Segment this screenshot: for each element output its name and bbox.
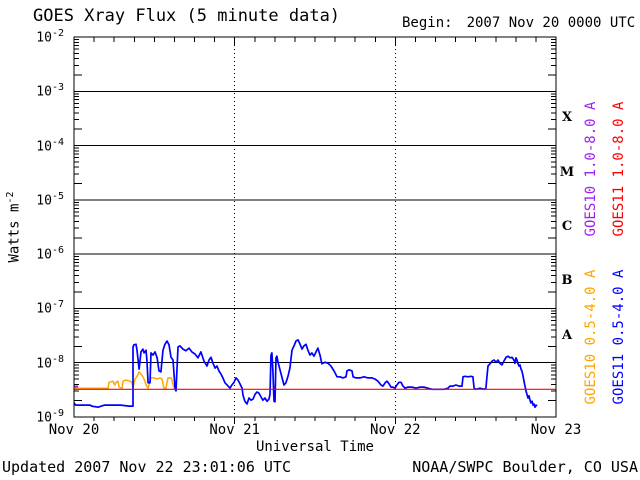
y-axis-tick-label: 10-6: [22, 245, 64, 262]
y-axis-tick-label: 10-5: [22, 191, 64, 208]
legend-label: GOES10 1.0-8.0 A: [583, 101, 599, 237]
y-tick-exponent: -7: [51, 299, 64, 311]
y-tick-base: 10: [36, 30, 52, 46]
flare-class-label: A: [561, 327, 573, 343]
y-tick-exponent: -3: [51, 82, 64, 94]
series-goes11-0-5-4-0-a: [74, 339, 538, 409]
y-tick-exponent: -8: [51, 353, 64, 365]
y-axis-tick-label: 10-9: [22, 408, 64, 425]
y-axis-tick-label: 10-4: [22, 137, 64, 154]
y-axis-tick-label: 10-7: [22, 299, 64, 316]
flare-class-label: B: [561, 273, 573, 289]
legend-label: GOES10 0.5-4.0 A: [583, 269, 599, 405]
begin-timestamp: Begin: 2007 Nov 20 0000 UTC: [402, 15, 635, 31]
y-tick-base: 10: [36, 193, 52, 209]
series-goes10-0-5-4-0-a: [74, 371, 176, 390]
page-title: GOES Xray Flux (5 minute data): [33, 6, 341, 26]
y-tick-base: 10: [36, 356, 52, 372]
legend-label: GOES11 0.5-4.0 A: [611, 269, 627, 405]
x-axis-title: Universal Time: [255, 439, 374, 455]
flare-class-label: M: [559, 164, 575, 180]
begin-label: Begin:: [402, 15, 453, 31]
y-axis-title-exponent: -2: [5, 191, 16, 204]
source-attribution: NOAA/SWPC Boulder, CO USA: [412, 458, 638, 476]
legend-label: GOES11 1.0-8.0 A: [611, 101, 627, 237]
flare-class-label: X: [561, 110, 573, 126]
x-axis-tick-label: Nov 20: [48, 422, 100, 438]
y-tick-base: 10: [36, 410, 52, 426]
y-axis-tick-label: 10-8: [22, 354, 64, 371]
y-axis-title: Watts m-2: [5, 157, 25, 297]
y-tick-exponent: -2: [51, 28, 64, 39]
x-axis-tick-label: Nov 22: [370, 422, 421, 438]
y-tick-exponent: -6: [51, 245, 64, 257]
x-axis-tick-label: Nov 21: [209, 422, 260, 438]
y-axis-tick-label: 10-3: [22, 82, 64, 99]
y-tick-base: 10: [36, 84, 52, 100]
updated-timestamp: Updated 2007 Nov 22 23:01:06 UTC: [2, 458, 291, 476]
y-tick-base: 10: [36, 301, 52, 317]
series-layer: [74, 339, 556, 409]
flare-class-label: C: [561, 219, 573, 234]
y-tick-exponent: -4: [51, 136, 64, 148]
y-axis-tick-label: 10-2: [22, 28, 64, 45]
y-tick-base: 10: [36, 247, 52, 263]
plot-border: [73, 36, 557, 418]
y-axis-title-base: Watts m: [6, 203, 23, 263]
y-tick-base: 10: [36, 138, 52, 154]
begin-value: 2007 Nov 20 0000 UTC: [466, 15, 636, 31]
y-tick-exponent: -5: [51, 190, 64, 202]
y-tick-exponent: -9: [51, 408, 64, 419]
x-axis-tick-label: Nov 23: [530, 422, 582, 438]
